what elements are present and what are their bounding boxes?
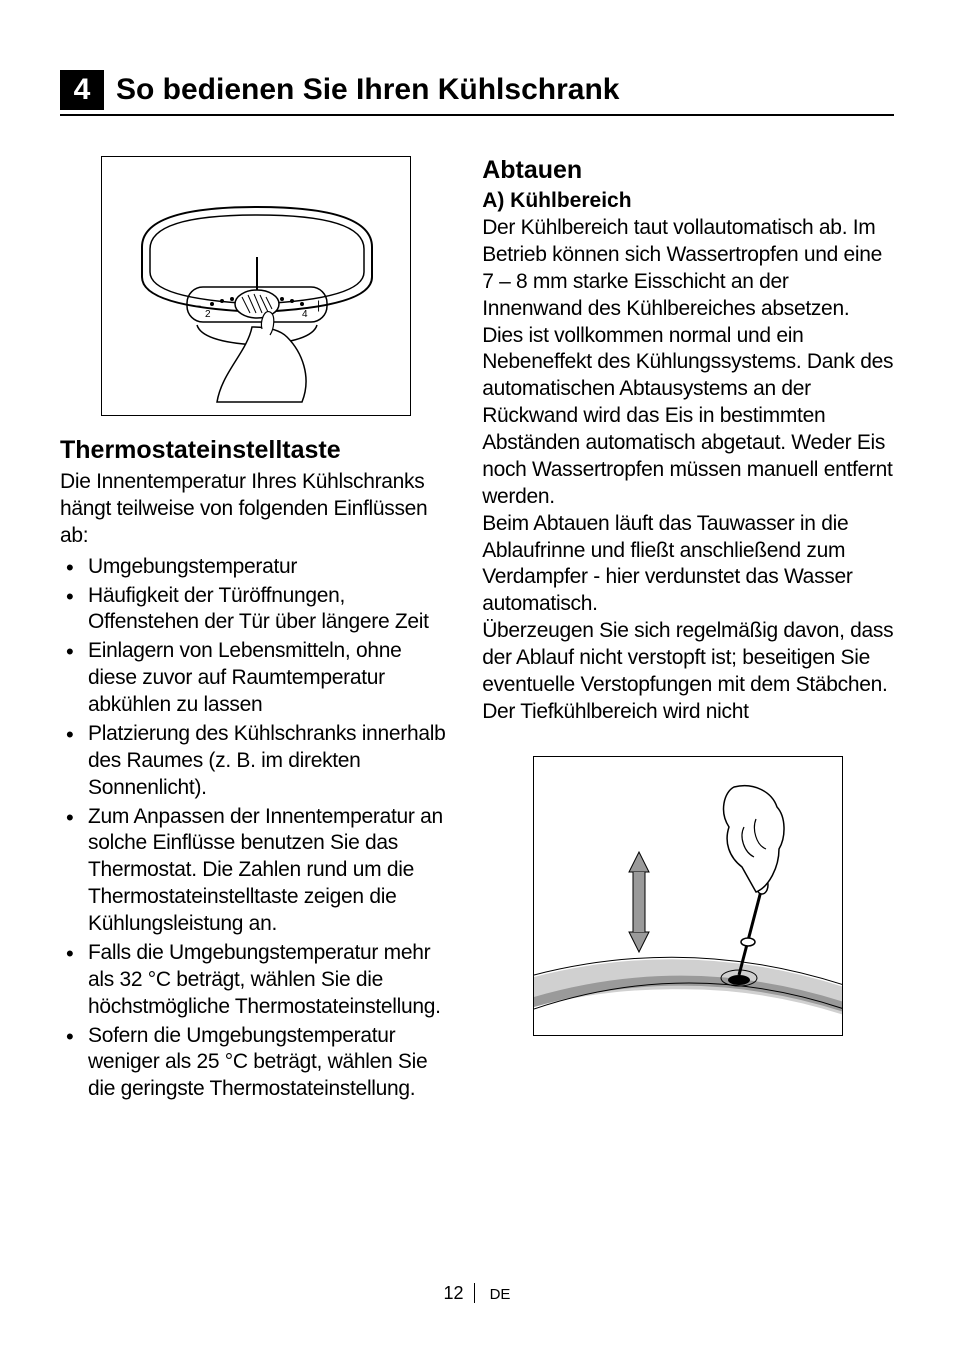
- left-column: 2 4 – | Thermostateinstelltaste Die Inne…: [60, 156, 452, 1105]
- defrost-p3: Überzeugen Sie sich regelmäßig davon, da…: [482, 618, 894, 699]
- list-item: Platzierung des Kühlschranks innerhalb d…: [60, 721, 452, 802]
- defrost-p1: Der Kühlbereich taut vollautomatisch ab.…: [482, 215, 894, 511]
- defrost-p4: Der Tiefkühlbereich wird nicht: [482, 699, 894, 726]
- page-language: DE: [480, 1286, 511, 1303]
- chapter-header: 4 So bedienen Sie Ihren Kühlschrank: [60, 70, 894, 116]
- defrost-sub: A) Kühlbereich: [482, 189, 894, 213]
- dial-dash: –: [194, 298, 201, 312]
- chapter-number: 4: [60, 70, 104, 110]
- dial-separator: |: [317, 298, 320, 312]
- list-item: Falls die Umgebungstemperatur mehr als 3…: [60, 940, 452, 1021]
- chapter-title: So bedienen Sie Ihren Kühlschrank: [116, 73, 619, 107]
- right-column: Abtauen A) Kühlbereich Der Kühlbereich t…: [482, 156, 894, 1105]
- thermostat-dial-figure: 2 4 – |: [101, 156, 411, 416]
- page-number: 12: [444, 1283, 475, 1303]
- list-item: Zum Anpassen der Innentemperatur an solc…: [60, 804, 452, 938]
- thermostat-heading: Thermostateinstelltaste: [60, 436, 452, 465]
- page-footer: 12 DE: [0, 1283, 954, 1304]
- defrost-p2: Beim Abtauen läuft das Tauwasser in die …: [482, 511, 894, 619]
- list-item: Einlagern von Lebensmitteln, ohne diese …: [60, 638, 452, 719]
- content-columns: 2 4 – | Thermostateinstelltaste Die Inne…: [60, 156, 894, 1105]
- thermostat-bullets: Umgebungstemperatur Häufigkeit der Türöf…: [60, 554, 452, 1104]
- dial-number-2: 2: [205, 309, 211, 320]
- list-item: Sofern die Umgebungstemperatur weniger a…: [60, 1023, 452, 1104]
- list-item: Umgebungstemperatur: [60, 554, 452, 581]
- list-item: Häufigkeit der Türöffnungen, Offenstehen…: [60, 583, 452, 637]
- drain-cleaning-figure: [533, 756, 843, 1036]
- defrost-heading: Abtauen: [482, 156, 894, 185]
- dial-number-4: 4: [302, 309, 308, 320]
- thermostat-intro: Die Innentemperatur Ihres Kühlschranks h…: [60, 469, 452, 550]
